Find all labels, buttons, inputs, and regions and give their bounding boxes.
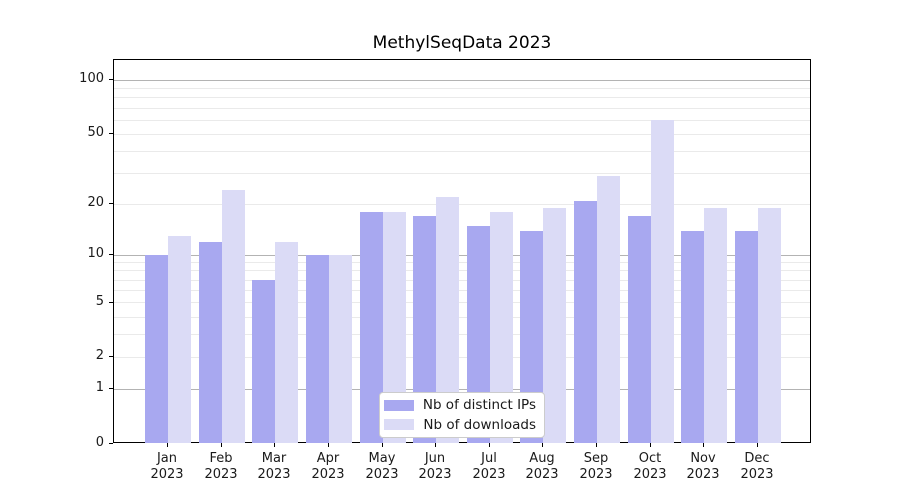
gridline-minor <box>114 173 810 174</box>
y-tick-label: 0 <box>95 435 104 450</box>
bar-downloads-mar <box>275 242 298 443</box>
gridline-minor <box>114 317 810 318</box>
x-tick-mark <box>167 443 168 447</box>
y-tick-mark <box>109 388 113 389</box>
gridline-minor <box>114 97 810 98</box>
x-tick-label-jan: Jan 2023 <box>150 451 184 482</box>
x-tick-label-jul: Jul 2023 <box>472 451 506 482</box>
bar-distinct-ips-oct <box>628 216 651 443</box>
y-tick-mark <box>109 133 113 134</box>
x-tick-mark <box>435 443 436 447</box>
y-tick-mark <box>109 302 113 303</box>
gridline-minor <box>114 120 810 121</box>
gridline-minor <box>114 108 810 109</box>
bar-downloads-aug <box>543 208 566 443</box>
gridline-minor <box>114 357 810 358</box>
x-tick-mark <box>650 443 651 447</box>
bar-downloads-sep <box>597 176 620 443</box>
legend-swatch-downloads <box>384 419 415 431</box>
bar-distinct-ips-dec <box>735 231 758 443</box>
x-tick-mark <box>274 443 275 447</box>
x-tick-label-oct: Oct 2023 <box>633 451 667 482</box>
bar-distinct-ips-apr <box>306 255 329 443</box>
gridline-major <box>114 80 810 81</box>
y-tick-label: 2 <box>95 348 104 363</box>
gridline-minor <box>114 134 810 135</box>
gridline-minor <box>114 204 810 205</box>
gridline-minor <box>114 262 810 263</box>
x-tick-mark <box>328 443 329 447</box>
bar-downloads-jan <box>168 236 191 443</box>
x-tick-mark <box>489 443 490 447</box>
legend-item-downloads: Nb of downloads <box>384 416 536 434</box>
gridline-major <box>114 389 810 390</box>
y-tick-label: 5 <box>95 294 104 309</box>
bar-distinct-ips-jun <box>413 216 436 443</box>
y-tick-mark <box>109 443 113 444</box>
chart-title: MethylSeqData 2023 <box>372 33 552 53</box>
bar-downloads-nov <box>704 208 727 443</box>
x-tick-mark <box>703 443 704 447</box>
x-tick-label-sep: Sep 2023 <box>579 451 613 482</box>
bar-downloads-may <box>383 212 406 443</box>
y-tick-label: 20 <box>87 195 104 210</box>
x-tick-label-mar: Mar 2023 <box>257 451 291 482</box>
bar-downloads-dec <box>758 208 781 443</box>
legend-item-distinct-ips: Nb of distinct IPs <box>383 396 536 414</box>
bar-distinct-ips-nov <box>681 231 704 443</box>
x-tick-label-dec: Dec 2023 <box>740 451 774 482</box>
bar-downloads-oct <box>651 120 674 443</box>
gridline-minor <box>114 302 810 303</box>
bar-downloads-jul <box>490 212 513 443</box>
x-tick-mark <box>596 443 597 447</box>
bar-distinct-ips-jan <box>145 255 168 443</box>
y-tick-label: 1 <box>95 380 104 395</box>
bar-downloads-jun <box>436 197 459 443</box>
gridline-minor <box>114 270 810 271</box>
bar-distinct-ips-may <box>360 212 383 443</box>
gridline-minor <box>114 334 810 335</box>
legend: Nb of distinct IPs Nb of downloads <box>379 392 545 438</box>
bar-distinct-ips-sep <box>574 201 597 443</box>
legend-swatch-distinct-ips <box>383 399 414 411</box>
y-tick-mark <box>109 79 113 80</box>
x-tick-label-nov: Nov 2023 <box>686 451 720 482</box>
gridline-minor <box>114 280 810 281</box>
x-tick-label-feb: Feb 2023 <box>204 451 238 482</box>
x-tick-mark <box>757 443 758 447</box>
gridline-minor <box>114 151 810 152</box>
bar-distinct-ips-aug <box>520 231 543 443</box>
bar-distinct-ips-mar <box>252 280 275 443</box>
legend-label-distinct-ips: Nb of distinct IPs <box>422 397 536 414</box>
y-tick-mark <box>109 356 113 357</box>
x-tick-label-aug: Aug 2023 <box>525 451 559 482</box>
y-tick-label: 100 <box>79 71 104 86</box>
bar-distinct-ips-feb <box>199 242 222 443</box>
gridline-major <box>114 255 810 256</box>
x-tick-label-apr: Apr 2023 <box>311 451 345 482</box>
legend-label-downloads: Nb of downloads <box>423 416 536 433</box>
x-tick-label-jun: Jun 2023 <box>418 451 452 482</box>
bar-downloads-apr <box>329 255 352 443</box>
y-tick-mark <box>109 203 113 204</box>
y-tick-mark <box>109 254 113 255</box>
y-tick-label: 50 <box>87 125 104 140</box>
bar-distinct-ips-jul <box>467 226 490 443</box>
gridline-minor <box>114 88 810 89</box>
y-tick-label: 10 <box>87 246 104 261</box>
x-tick-mark <box>221 443 222 447</box>
x-tick-mark <box>542 443 543 447</box>
plot-area <box>113 59 811 443</box>
x-tick-label-may: May 2023 <box>365 451 399 482</box>
x-tick-mark <box>382 443 383 447</box>
gridline-minor <box>114 290 810 291</box>
bar-downloads-feb <box>222 190 245 443</box>
